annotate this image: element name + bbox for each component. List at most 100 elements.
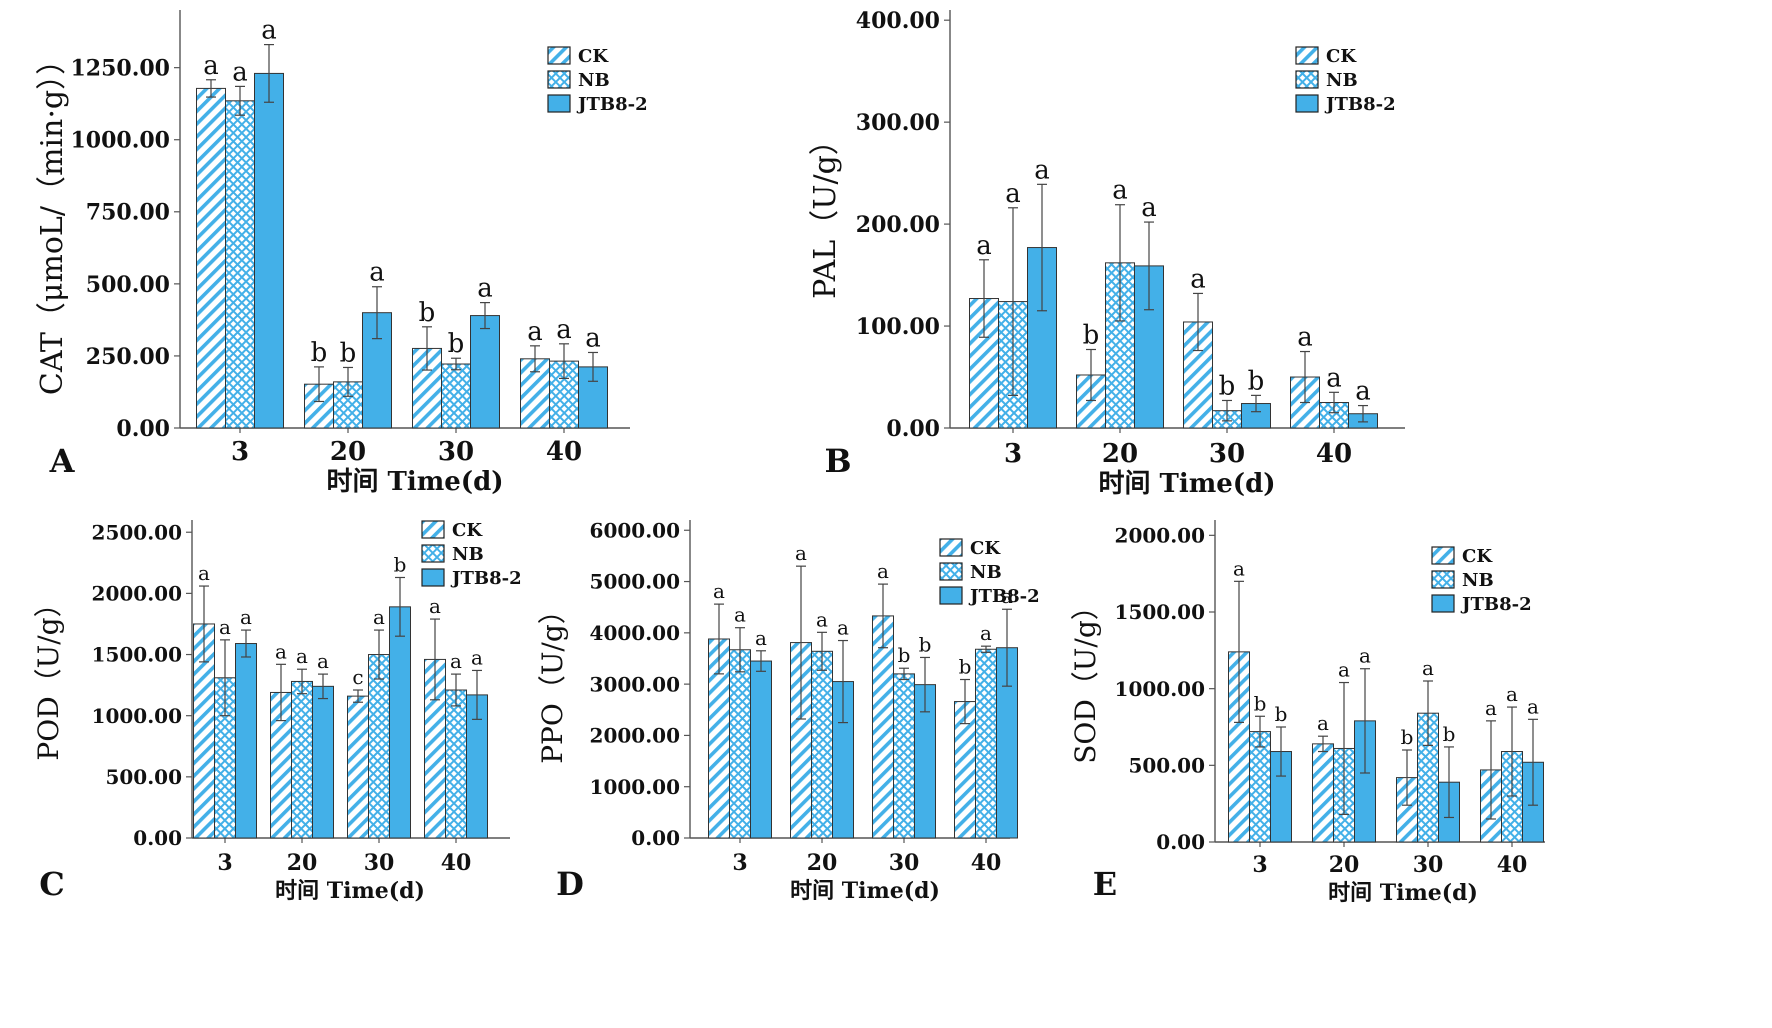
significance-letter: a bbox=[261, 16, 277, 46]
y-tick-label: 5000.00 bbox=[590, 570, 680, 594]
bar-jtb8-2 bbox=[254, 72, 284, 429]
x-tick-label: 3 bbox=[1252, 852, 1267, 878]
y-tick-label: 300.00 bbox=[856, 110, 940, 136]
significance-letter: a bbox=[585, 323, 601, 353]
x-tick-label: 3 bbox=[1004, 439, 1022, 469]
y-axis-title: CAT（μmoL/（min·g）） bbox=[35, 45, 70, 395]
y-tick-label: 0.00 bbox=[1156, 830, 1205, 854]
legend-swatch-jtb8-2 bbox=[421, 568, 445, 587]
bar-nb bbox=[445, 689, 467, 839]
legend-label: NB bbox=[1326, 70, 1358, 91]
x-tick-label: 20 bbox=[1329, 852, 1360, 878]
significance-letter: a bbox=[471, 645, 483, 669]
legend: CK NB JTB8-2 bbox=[547, 46, 648, 115]
y-axis-title: SOD（U/g） bbox=[1069, 592, 1102, 764]
significance-letter: a bbox=[296, 644, 308, 668]
significance-letter: a bbox=[373, 605, 385, 629]
y-tick-label: 0.00 bbox=[133, 826, 182, 850]
significance-letter: b bbox=[311, 338, 328, 368]
legend-label: JTB8-2 bbox=[576, 94, 648, 115]
legend-label: JTB8-2 bbox=[968, 586, 1040, 607]
y-axis-title: PPO（U/g） bbox=[536, 596, 569, 764]
panel-letter: A bbox=[49, 442, 76, 480]
significance-letter: a bbox=[1326, 363, 1342, 393]
bar-nb bbox=[441, 363, 471, 429]
x-axis-title: 时间 Time(d) bbox=[1098, 469, 1275, 499]
legend-label: NB bbox=[970, 562, 1002, 583]
legend-swatch-jtb8-2 bbox=[1431, 594, 1455, 613]
y-tick-label: 1000.00 bbox=[92, 704, 182, 728]
legend-label: NB bbox=[452, 544, 484, 565]
y-tick-label: 4000.00 bbox=[590, 621, 680, 645]
y-tick-label: 2500.00 bbox=[92, 520, 182, 544]
legend: CK NB JTB8-2 bbox=[421, 520, 522, 589]
x-tick-label: 20 bbox=[807, 850, 838, 876]
legend-label: JTB8-2 bbox=[1460, 594, 1532, 615]
legend-swatch-nb bbox=[939, 562, 963, 581]
legend-label: CK bbox=[1462, 546, 1493, 567]
chart-panel-d: 0.00 1000.00 2000.00 3000.00 4000.00 5000.00 6… bbox=[536, 518, 1040, 904]
significance-letter: a bbox=[275, 639, 287, 663]
significance-letter: a bbox=[1317, 711, 1329, 735]
significance-letter: a bbox=[198, 561, 210, 585]
significance-letter: a bbox=[1005, 179, 1021, 209]
significance-letter: b bbox=[1083, 320, 1100, 350]
legend-label: CK bbox=[578, 46, 609, 67]
x-tick-label: 3 bbox=[217, 850, 232, 876]
y-tick-label: 1500.00 bbox=[92, 643, 182, 667]
significance-letter: b bbox=[1401, 725, 1414, 749]
x-tick-label: 30 bbox=[889, 850, 920, 876]
x-tick-label: 40 bbox=[1497, 852, 1528, 878]
significance-letter: a bbox=[1190, 264, 1206, 294]
significance-letter: a bbox=[1141, 193, 1157, 223]
legend-swatch-jtb8-2 bbox=[939, 586, 963, 605]
significance-letter: a bbox=[1338, 658, 1350, 682]
significance-letter: a bbox=[450, 649, 462, 673]
y-tick-label: 100.00 bbox=[856, 314, 940, 340]
y-tick-label: 1500.00 bbox=[1115, 600, 1205, 624]
legend-swatch-nb bbox=[421, 544, 445, 563]
x-tick-label: 40 bbox=[546, 437, 582, 467]
significance-letter: a bbox=[1527, 694, 1539, 718]
legend-swatch-ck bbox=[547, 46, 571, 65]
significance-letter: b bbox=[1275, 702, 1288, 726]
legend-swatch-nb bbox=[1431, 570, 1455, 589]
bar-ck bbox=[347, 695, 369, 839]
y-axis-title: POD（U/g） bbox=[32, 589, 65, 760]
significance-letter: a bbox=[816, 607, 828, 631]
significance-letter: a bbox=[980, 621, 992, 645]
x-tick-label: 40 bbox=[971, 850, 1002, 876]
legend-swatch-jtb8-2 bbox=[547, 94, 571, 113]
x-tick-label: 20 bbox=[1102, 439, 1138, 469]
bar-nb bbox=[975, 648, 997, 839]
significance-letter: a bbox=[203, 51, 219, 81]
significance-letter: b bbox=[919, 632, 932, 656]
legend-swatch-ck bbox=[939, 538, 963, 557]
significance-letter: c bbox=[352, 665, 363, 689]
legend-label: JTB8-2 bbox=[1324, 94, 1396, 115]
bar-nb bbox=[368, 654, 390, 839]
significance-letter: b bbox=[419, 298, 436, 328]
significance-letter: a bbox=[755, 626, 767, 650]
bar-nb bbox=[811, 650, 833, 839]
significance-letter: a bbox=[232, 57, 248, 87]
y-tick-label: 2000.00 bbox=[92, 582, 182, 606]
significance-letter: a bbox=[877, 559, 889, 583]
legend-swatch-jtb8-2 bbox=[1295, 94, 1319, 113]
x-tick-label: 3 bbox=[732, 850, 747, 876]
panel-letter: B bbox=[824, 442, 851, 480]
significance-letter: b bbox=[1254, 691, 1267, 715]
legend-swatch-ck bbox=[421, 520, 445, 539]
y-tick-label: 200.00 bbox=[856, 212, 940, 238]
x-tick-label: 30 bbox=[438, 437, 474, 467]
y-tick-label: 500.00 bbox=[105, 765, 182, 789]
bar-nb bbox=[291, 680, 313, 839]
y-tick-label: 2000.00 bbox=[590, 724, 680, 748]
x-axis-title: 时间 Time(d) bbox=[1328, 880, 1478, 906]
significance-letter: b bbox=[448, 329, 465, 359]
significance-letter: b bbox=[1248, 366, 1265, 396]
x-axis-title: 时间 Time(d) bbox=[326, 467, 503, 497]
